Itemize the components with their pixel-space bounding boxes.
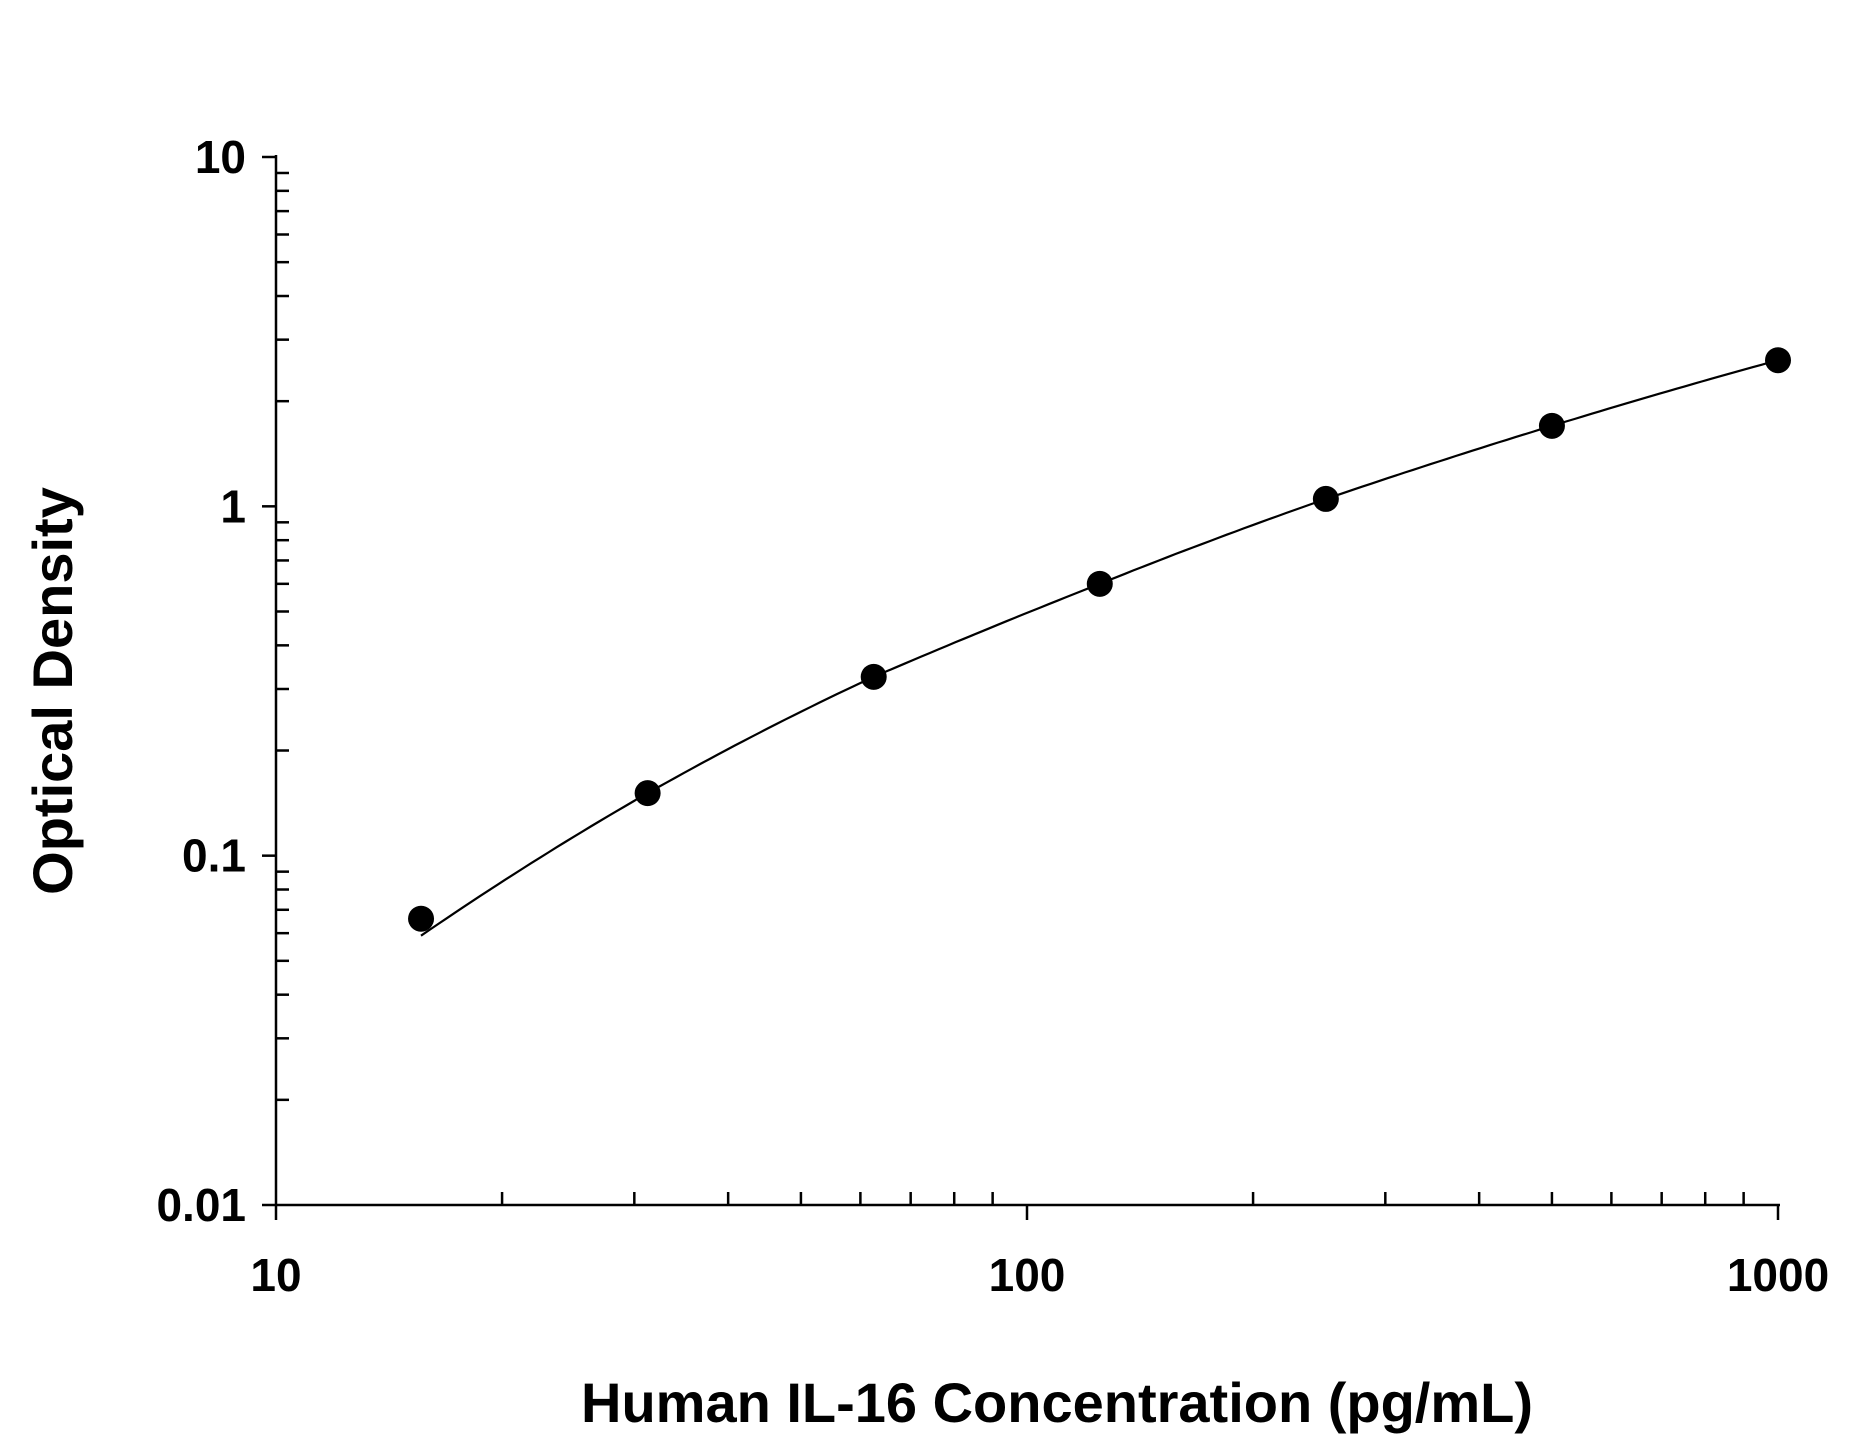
y-tick-label: 1 [220, 480, 246, 532]
x-axis-tick-labels: 10 100 1000 [250, 1249, 1829, 1301]
data-point [860, 663, 887, 690]
y-axis-label: Optical Density [21, 487, 84, 895]
axes [274, 155, 1780, 1207]
x-tick-label: 1000 [1727, 1249, 1829, 1301]
data-point [634, 780, 661, 807]
x-axis-label: Human IL-16 Concentration (pg/mL) [581, 1371, 1533, 1434]
fit-curve [420, 359, 1779, 937]
y-tick-label: 0.01 [156, 1179, 246, 1231]
data-points [408, 347, 1791, 932]
data-point [1086, 570, 1113, 597]
data-point [1312, 485, 1339, 512]
y-tick-label: 10 [195, 131, 246, 183]
x-axis-ticks [274, 1192, 1780, 1220]
x-tick-label: 100 [989, 1249, 1066, 1301]
data-point [1765, 347, 1791, 374]
x-tick-label: 10 [250, 1249, 301, 1301]
y-axis-ticks [262, 155, 289, 1207]
y-tick-label: 0.1 [182, 830, 246, 882]
data-point [408, 905, 435, 932]
y-axis-tick-labels: 0.01 0.1 1 10 [156, 131, 246, 1231]
data-point [1538, 412, 1565, 439]
